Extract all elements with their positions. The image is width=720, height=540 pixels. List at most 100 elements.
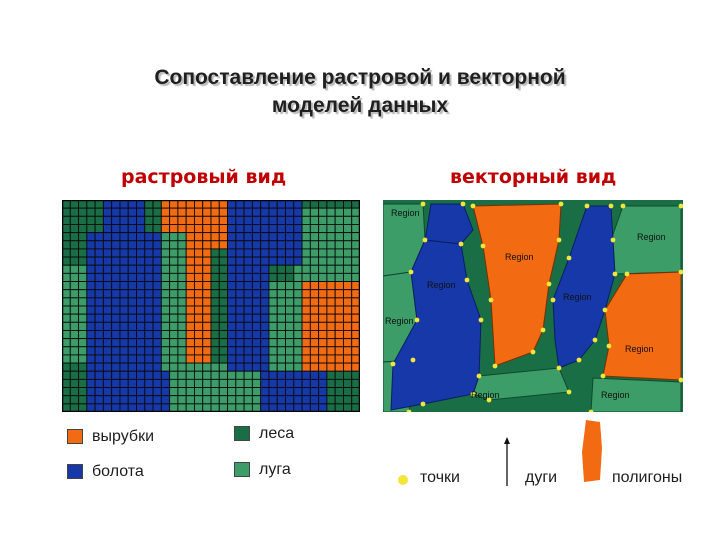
raster-cell — [276, 378, 286, 388]
raster-cell — [318, 313, 328, 323]
raster-cell — [243, 354, 253, 364]
raster-cell — [136, 387, 146, 397]
raster-cell — [160, 330, 171, 340]
raster-cell — [78, 346, 88, 356]
raster-cell — [293, 387, 303, 397]
raster-cell — [342, 240, 353, 250]
raster-cell — [86, 224, 96, 234]
raster-cell — [169, 281, 179, 291]
vector-region-label: Region — [391, 208, 420, 218]
raster-cell — [260, 313, 270, 323]
raster-cell — [342, 215, 353, 225]
raster-cell — [218, 264, 229, 274]
raster-cell — [136, 395, 146, 405]
raster-cell — [152, 272, 162, 282]
raster-cell — [160, 378, 171, 388]
raster-cell — [111, 240, 121, 250]
raster-cell — [218, 207, 229, 217]
raster-cell — [94, 313, 104, 323]
raster-cell — [235, 256, 245, 266]
raster-cell — [210, 224, 220, 234]
vector-node-point — [556, 237, 562, 243]
raster-cell — [111, 330, 121, 340]
raster-cell — [276, 264, 286, 274]
raster-cell — [69, 207, 80, 217]
raster-cell — [268, 224, 278, 234]
vector-region-label: Region — [601, 390, 630, 400]
raster-cell — [235, 362, 245, 372]
raster-cell — [227, 248, 237, 258]
raster-cell — [86, 313, 96, 323]
raster-cell — [260, 248, 270, 258]
vector-node-point — [464, 277, 470, 283]
raster-cell — [268, 215, 278, 225]
raster-cell — [309, 215, 320, 225]
raster-cell — [235, 281, 245, 291]
raster-cell — [293, 362, 303, 372]
raster-cell — [127, 387, 137, 397]
raster-cell — [127, 354, 137, 364]
raster-cell — [293, 313, 303, 323]
raster-cell — [285, 264, 295, 274]
raster-cell — [202, 281, 212, 291]
raster-cell — [301, 362, 311, 372]
vector-node-point — [600, 373, 606, 379]
raster-cell — [243, 207, 253, 217]
raster-cell — [235, 346, 245, 356]
raster-cell — [318, 387, 328, 397]
raster-cell — [301, 248, 311, 258]
raster-cell — [268, 232, 278, 242]
raster-cell — [260, 256, 270, 266]
raster-cell — [301, 346, 311, 356]
raster-cell — [260, 289, 270, 299]
raster-cell — [136, 297, 146, 307]
raster-cell — [334, 232, 344, 242]
raster-cell — [193, 387, 204, 397]
vector-region-label: Region — [505, 252, 534, 262]
raster-cell — [111, 378, 121, 388]
raster-cell — [202, 378, 212, 388]
raster-cell — [144, 207, 154, 217]
raster-cell — [293, 346, 303, 356]
raster-cell — [102, 354, 113, 364]
raster-cell — [285, 224, 295, 234]
raster-cell — [144, 289, 154, 299]
raster-cell — [251, 354, 262, 364]
raster-cell — [276, 240, 286, 250]
raster-cell — [251, 338, 262, 348]
raster-cell — [251, 387, 262, 397]
raster-cell — [309, 272, 320, 282]
raster-cell — [276, 362, 286, 372]
vector-node-point — [390, 361, 396, 367]
vector-node-point — [410, 357, 416, 363]
raster-cell — [293, 305, 303, 315]
raster-cell — [235, 354, 245, 364]
raster-cell — [185, 321, 195, 331]
raster-cell — [86, 346, 96, 356]
vector-node-point — [458, 241, 464, 247]
raster-cell — [342, 224, 353, 234]
raster-cell — [227, 321, 237, 331]
raster-cell — [276, 313, 286, 323]
raster-cell — [243, 362, 253, 372]
raster-cell — [326, 354, 336, 364]
raster-cell — [86, 232, 96, 242]
raster-cell — [293, 354, 303, 364]
raster-cell — [202, 370, 212, 380]
raster-cell — [276, 330, 286, 340]
vector-node-point — [408, 269, 414, 275]
raster-cell — [334, 289, 344, 299]
raster-cell — [102, 362, 113, 372]
raster-cell — [185, 289, 195, 299]
raster-cell — [260, 330, 270, 340]
raster-cell — [127, 289, 137, 299]
raster-cell — [144, 215, 154, 225]
raster-cell — [218, 362, 229, 372]
raster-cell — [318, 215, 328, 225]
raster-cell — [111, 387, 121, 397]
raster-frame — [62, 200, 360, 412]
raster-cell — [127, 378, 137, 388]
raster-cell — [318, 207, 328, 217]
raster-cell — [276, 338, 286, 348]
raster-cell — [127, 272, 137, 282]
